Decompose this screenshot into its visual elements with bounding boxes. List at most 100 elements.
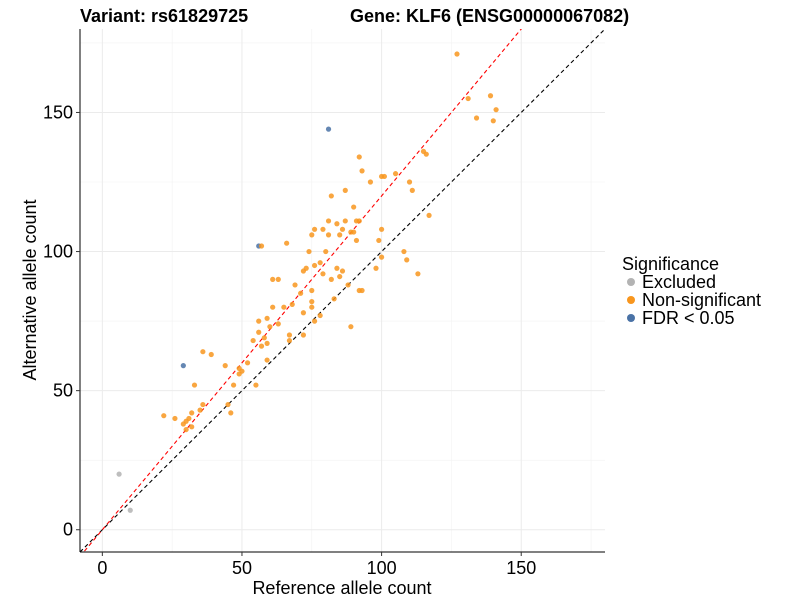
point-non-significant bbox=[309, 287, 315, 294]
point-non-significant bbox=[323, 248, 329, 255]
point-non-significant bbox=[275, 321, 281, 327]
point-non-significant bbox=[191, 382, 198, 388]
point-non-significant bbox=[317, 312, 323, 319]
point-non-significant bbox=[311, 318, 318, 324]
point-non-significant bbox=[222, 363, 228, 369]
point-non-significant bbox=[286, 337, 293, 344]
point-non-significant bbox=[337, 273, 343, 280]
point-non-significant bbox=[356, 154, 362, 160]
point-non-significant bbox=[183, 426, 189, 433]
point-non-significant bbox=[359, 168, 365, 174]
point-non-significant bbox=[289, 301, 295, 308]
x-tick-label: 0 bbox=[97, 558, 107, 578]
point-non-significant bbox=[359, 287, 365, 294]
y-axis-ticks: 0 50 100 150 bbox=[43, 102, 80, 540]
point-non-significant bbox=[345, 282, 351, 288]
x-tick-label: 100 bbox=[367, 558, 397, 578]
reference-line-fit bbox=[83, 29, 522, 552]
point-non-significant bbox=[200, 349, 206, 355]
legend-swatch bbox=[627, 296, 635, 304]
point-non-significant bbox=[161, 413, 167, 419]
point-non-significant bbox=[325, 232, 332, 238]
point-non-significant bbox=[258, 343, 265, 349]
point-non-significant bbox=[309, 232, 315, 238]
point-non-significant bbox=[465, 95, 471, 102]
point-non-significant bbox=[339, 226, 346, 232]
point-non-significant bbox=[376, 237, 382, 244]
point-non-significant bbox=[406, 179, 413, 185]
point-non-significant bbox=[256, 318, 262, 324]
y-tick-label: 150 bbox=[43, 102, 73, 122]
point-non-significant bbox=[309, 299, 315, 305]
point-non-significant bbox=[356, 218, 362, 224]
point-non-significant bbox=[270, 304, 276, 310]
reference-lines bbox=[80, 29, 605, 552]
point-non-significant bbox=[300, 310, 307, 316]
point-non-significant bbox=[423, 151, 429, 157]
point-non-significant bbox=[264, 340, 270, 346]
point-non-significant bbox=[367, 179, 374, 185]
point-non-significant bbox=[493, 107, 499, 113]
point-non-significant bbox=[236, 371, 242, 377]
point-non-significant bbox=[256, 329, 262, 335]
y-tick-label: 100 bbox=[43, 242, 73, 262]
point-non-significant bbox=[351, 229, 357, 235]
legend-label: Excluded bbox=[642, 272, 716, 292]
legend-title: Significance bbox=[622, 254, 719, 274]
point-non-significant bbox=[230, 382, 237, 388]
point-non-significant bbox=[244, 360, 251, 366]
point-non-significant bbox=[426, 212, 432, 218]
y-axis-label: Alternative allele count bbox=[20, 199, 40, 380]
point-non-significant bbox=[228, 410, 234, 416]
legend-swatch bbox=[627, 278, 635, 286]
point-non-significant bbox=[328, 193, 334, 199]
point-non-significant bbox=[334, 221, 340, 227]
y-tick-label: 0 bbox=[63, 520, 73, 540]
legend-swatch bbox=[627, 314, 635, 322]
y-tick-label: 50 bbox=[53, 381, 73, 401]
point-non-significant bbox=[286, 332, 293, 338]
point-non-significant bbox=[258, 243, 265, 249]
point-non-significant bbox=[250, 337, 256, 344]
x-tick-label: 150 bbox=[506, 558, 536, 578]
point-non-significant bbox=[334, 265, 340, 271]
data-points bbox=[116, 51, 499, 513]
point-non-significant bbox=[300, 332, 307, 338]
point-non-significant bbox=[378, 254, 385, 260]
point-non-significant bbox=[409, 187, 415, 193]
point-non-significant bbox=[292, 282, 298, 288]
point-non-significant bbox=[490, 118, 496, 124]
point-non-significant bbox=[473, 115, 480, 121]
point-non-significant bbox=[300, 268, 307, 274]
point-non-significant bbox=[281, 304, 287, 310]
point-excluded bbox=[116, 471, 122, 477]
reference-line-identity bbox=[80, 29, 605, 552]
point-non-significant bbox=[348, 324, 354, 330]
point-non-significant bbox=[253, 382, 259, 388]
point-non-significant bbox=[311, 262, 318, 269]
point-non-significant bbox=[401, 248, 407, 255]
point-non-significant bbox=[320, 226, 326, 232]
point-non-significant bbox=[311, 226, 318, 232]
point-non-significant bbox=[342, 187, 348, 193]
point-non-significant bbox=[378, 226, 385, 232]
point-non-significant bbox=[373, 265, 379, 271]
point-non-significant bbox=[353, 237, 360, 244]
point-fdr-0-05 bbox=[325, 126, 332, 132]
point-non-significant bbox=[270, 276, 276, 282]
x-axis-ticks: 0 50 100 150 bbox=[97, 552, 536, 578]
point-non-significant bbox=[309, 304, 315, 310]
point-non-significant bbox=[337, 232, 343, 238]
point-non-significant bbox=[275, 276, 281, 282]
point-non-significant bbox=[172, 415, 178, 422]
point-non-significant bbox=[200, 401, 206, 408]
point-non-significant bbox=[328, 276, 334, 282]
point-non-significant bbox=[189, 424, 195, 430]
point-non-significant bbox=[264, 357, 270, 363]
point-non-significant bbox=[392, 171, 399, 177]
point-non-significant bbox=[325, 218, 332, 224]
point-non-significant bbox=[381, 173, 387, 180]
point-non-significant bbox=[298, 290, 304, 296]
point-non-significant bbox=[331, 296, 337, 302]
